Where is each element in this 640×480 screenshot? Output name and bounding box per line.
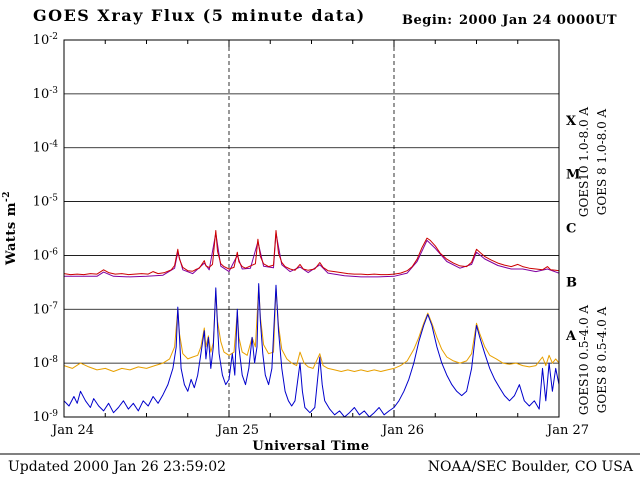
- x-tick-label: Jan 27: [545, 423, 589, 438]
- legend-goes8-short: GOES 8 0.5-4.0 A: [595, 306, 609, 413]
- series-goes8-short-line: [64, 283, 559, 417]
- x-tick-label: Jan 24: [50, 423, 94, 438]
- y-tick-label: 10-8: [33, 355, 59, 371]
- y-tick-label: 10-6: [33, 247, 59, 263]
- y-tick-label: 10-4: [33, 140, 59, 156]
- legend-goes10-short: GOES10 0.5-4.0 A: [577, 305, 591, 416]
- legend-goes10-long: GOES10 1.0-8.0 A: [577, 107, 591, 218]
- legend-goes8-long: GOES 8 1.0-8.0 A: [595, 108, 609, 215]
- x-tick-label: Jan 25: [215, 423, 259, 438]
- flux-class-C: C: [566, 222, 576, 237]
- series-goes10-short-line: [64, 285, 559, 372]
- y-tick-label: 10-9: [33, 409, 59, 425]
- y-tick-label: 10-2: [33, 32, 58, 48]
- series-layer: [64, 230, 559, 417]
- grid-layer: [64, 40, 559, 417]
- flux-class-B: B: [566, 275, 577, 290]
- begin-label: Begin:: [402, 13, 453, 28]
- updated-timestamp: Updated 2000 Jan 26 23:59:02: [8, 459, 226, 475]
- y-tick-label: 10-7: [33, 301, 59, 317]
- credit: NOAA/SEC Boulder, CO USA: [428, 459, 634, 475]
- y-axis-label-text: Watts m: [4, 202, 19, 266]
- series-goes10-long-line: [64, 232, 559, 278]
- y-axis-label: Watts m-2: [2, 191, 19, 266]
- plot-frame: [63, 39, 560, 418]
- flux-class-M: M: [566, 168, 580, 183]
- begin-value: 2000 Jan 24 0000UT: [459, 13, 617, 28]
- x-axis-label: Universal Time: [252, 439, 369, 454]
- y-tick-label: 10-3: [33, 86, 59, 102]
- flux-class-X: X: [566, 114, 577, 129]
- y-axis-label-exponent: -2: [2, 191, 12, 202]
- x-tick-label: Jan 26: [380, 423, 424, 438]
- y-tick-label: 10-5: [33, 194, 59, 210]
- flux-class-A: A: [565, 329, 577, 344]
- series-goes8-long-line: [64, 230, 559, 276]
- chart-title: GOES Xray Flux (5 minute data): [33, 6, 366, 25]
